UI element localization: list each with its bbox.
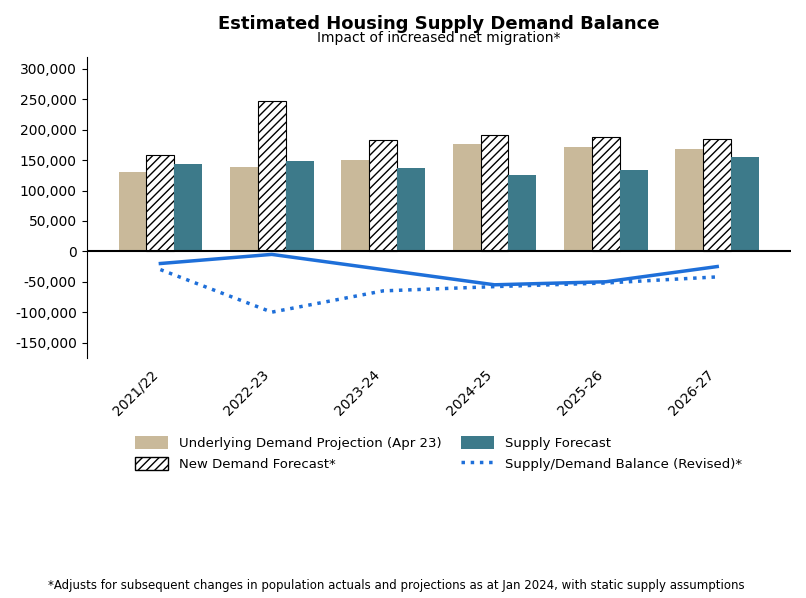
Legend: Underlying Demand Projection (Apr 23), New Demand Forecast*, Supply Forecast, Su: Underlying Demand Projection (Apr 23), N…: [131, 431, 747, 476]
Bar: [230, 167, 258, 251]
Bar: [731, 157, 759, 251]
Bar: [509, 175, 536, 251]
Bar: [564, 147, 592, 251]
Bar: [258, 100, 285, 251]
Bar: [285, 161, 314, 251]
Text: *Adjusts for subsequent changes in population actuals and projections as at Jan : *Adjusts for subsequent changes in popul…: [48, 579, 745, 592]
Bar: [174, 164, 202, 251]
Bar: [453, 144, 480, 251]
Bar: [147, 155, 174, 251]
Bar: [118, 172, 147, 251]
Text: Impact of increased net migration*: Impact of increased net migration*: [317, 30, 560, 45]
Bar: [620, 170, 647, 251]
Bar: [592, 137, 620, 251]
Bar: [675, 149, 704, 251]
Bar: [480, 135, 509, 251]
Title: Estimated Housing Supply Demand Balance: Estimated Housing Supply Demand Balance: [218, 15, 659, 33]
Bar: [342, 160, 369, 251]
Bar: [369, 140, 397, 251]
Bar: [397, 168, 425, 251]
Bar: [704, 139, 731, 251]
